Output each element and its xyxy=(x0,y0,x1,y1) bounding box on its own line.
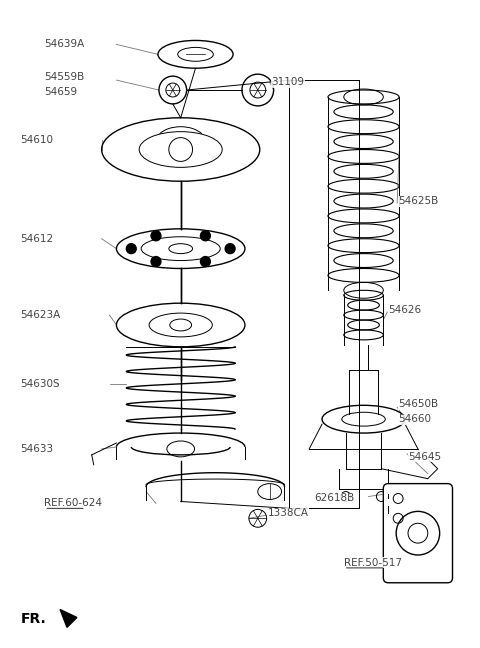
Text: REF.60-624: REF.60-624 xyxy=(44,498,102,509)
Circle shape xyxy=(151,257,161,266)
Text: 62618B: 62618B xyxy=(314,494,354,503)
Polygon shape xyxy=(60,610,77,627)
Text: 54645: 54645 xyxy=(408,452,441,462)
Text: 54559B: 54559B xyxy=(44,72,84,82)
Text: 54623A: 54623A xyxy=(21,310,61,320)
FancyBboxPatch shape xyxy=(384,483,453,583)
Text: 54630S: 54630S xyxy=(21,380,60,389)
Circle shape xyxy=(225,244,235,253)
Text: 1338CA: 1338CA xyxy=(268,509,309,518)
Text: 54633: 54633 xyxy=(21,444,54,454)
Circle shape xyxy=(126,244,136,253)
Text: 54612: 54612 xyxy=(21,234,54,244)
Text: 54610: 54610 xyxy=(21,135,54,145)
Text: 54650B: 54650B xyxy=(398,399,438,410)
Text: 54639A: 54639A xyxy=(44,40,84,49)
Circle shape xyxy=(151,231,161,240)
Text: REF.50-517: REF.50-517 xyxy=(344,558,402,568)
Text: 54659: 54659 xyxy=(44,87,77,97)
Text: 54625B: 54625B xyxy=(398,196,438,206)
Text: 31109: 31109 xyxy=(272,77,305,87)
Text: FR.: FR. xyxy=(21,612,46,627)
Circle shape xyxy=(201,231,210,240)
Text: 54626: 54626 xyxy=(388,305,421,315)
Circle shape xyxy=(201,257,210,266)
Text: 54660: 54660 xyxy=(398,414,431,424)
